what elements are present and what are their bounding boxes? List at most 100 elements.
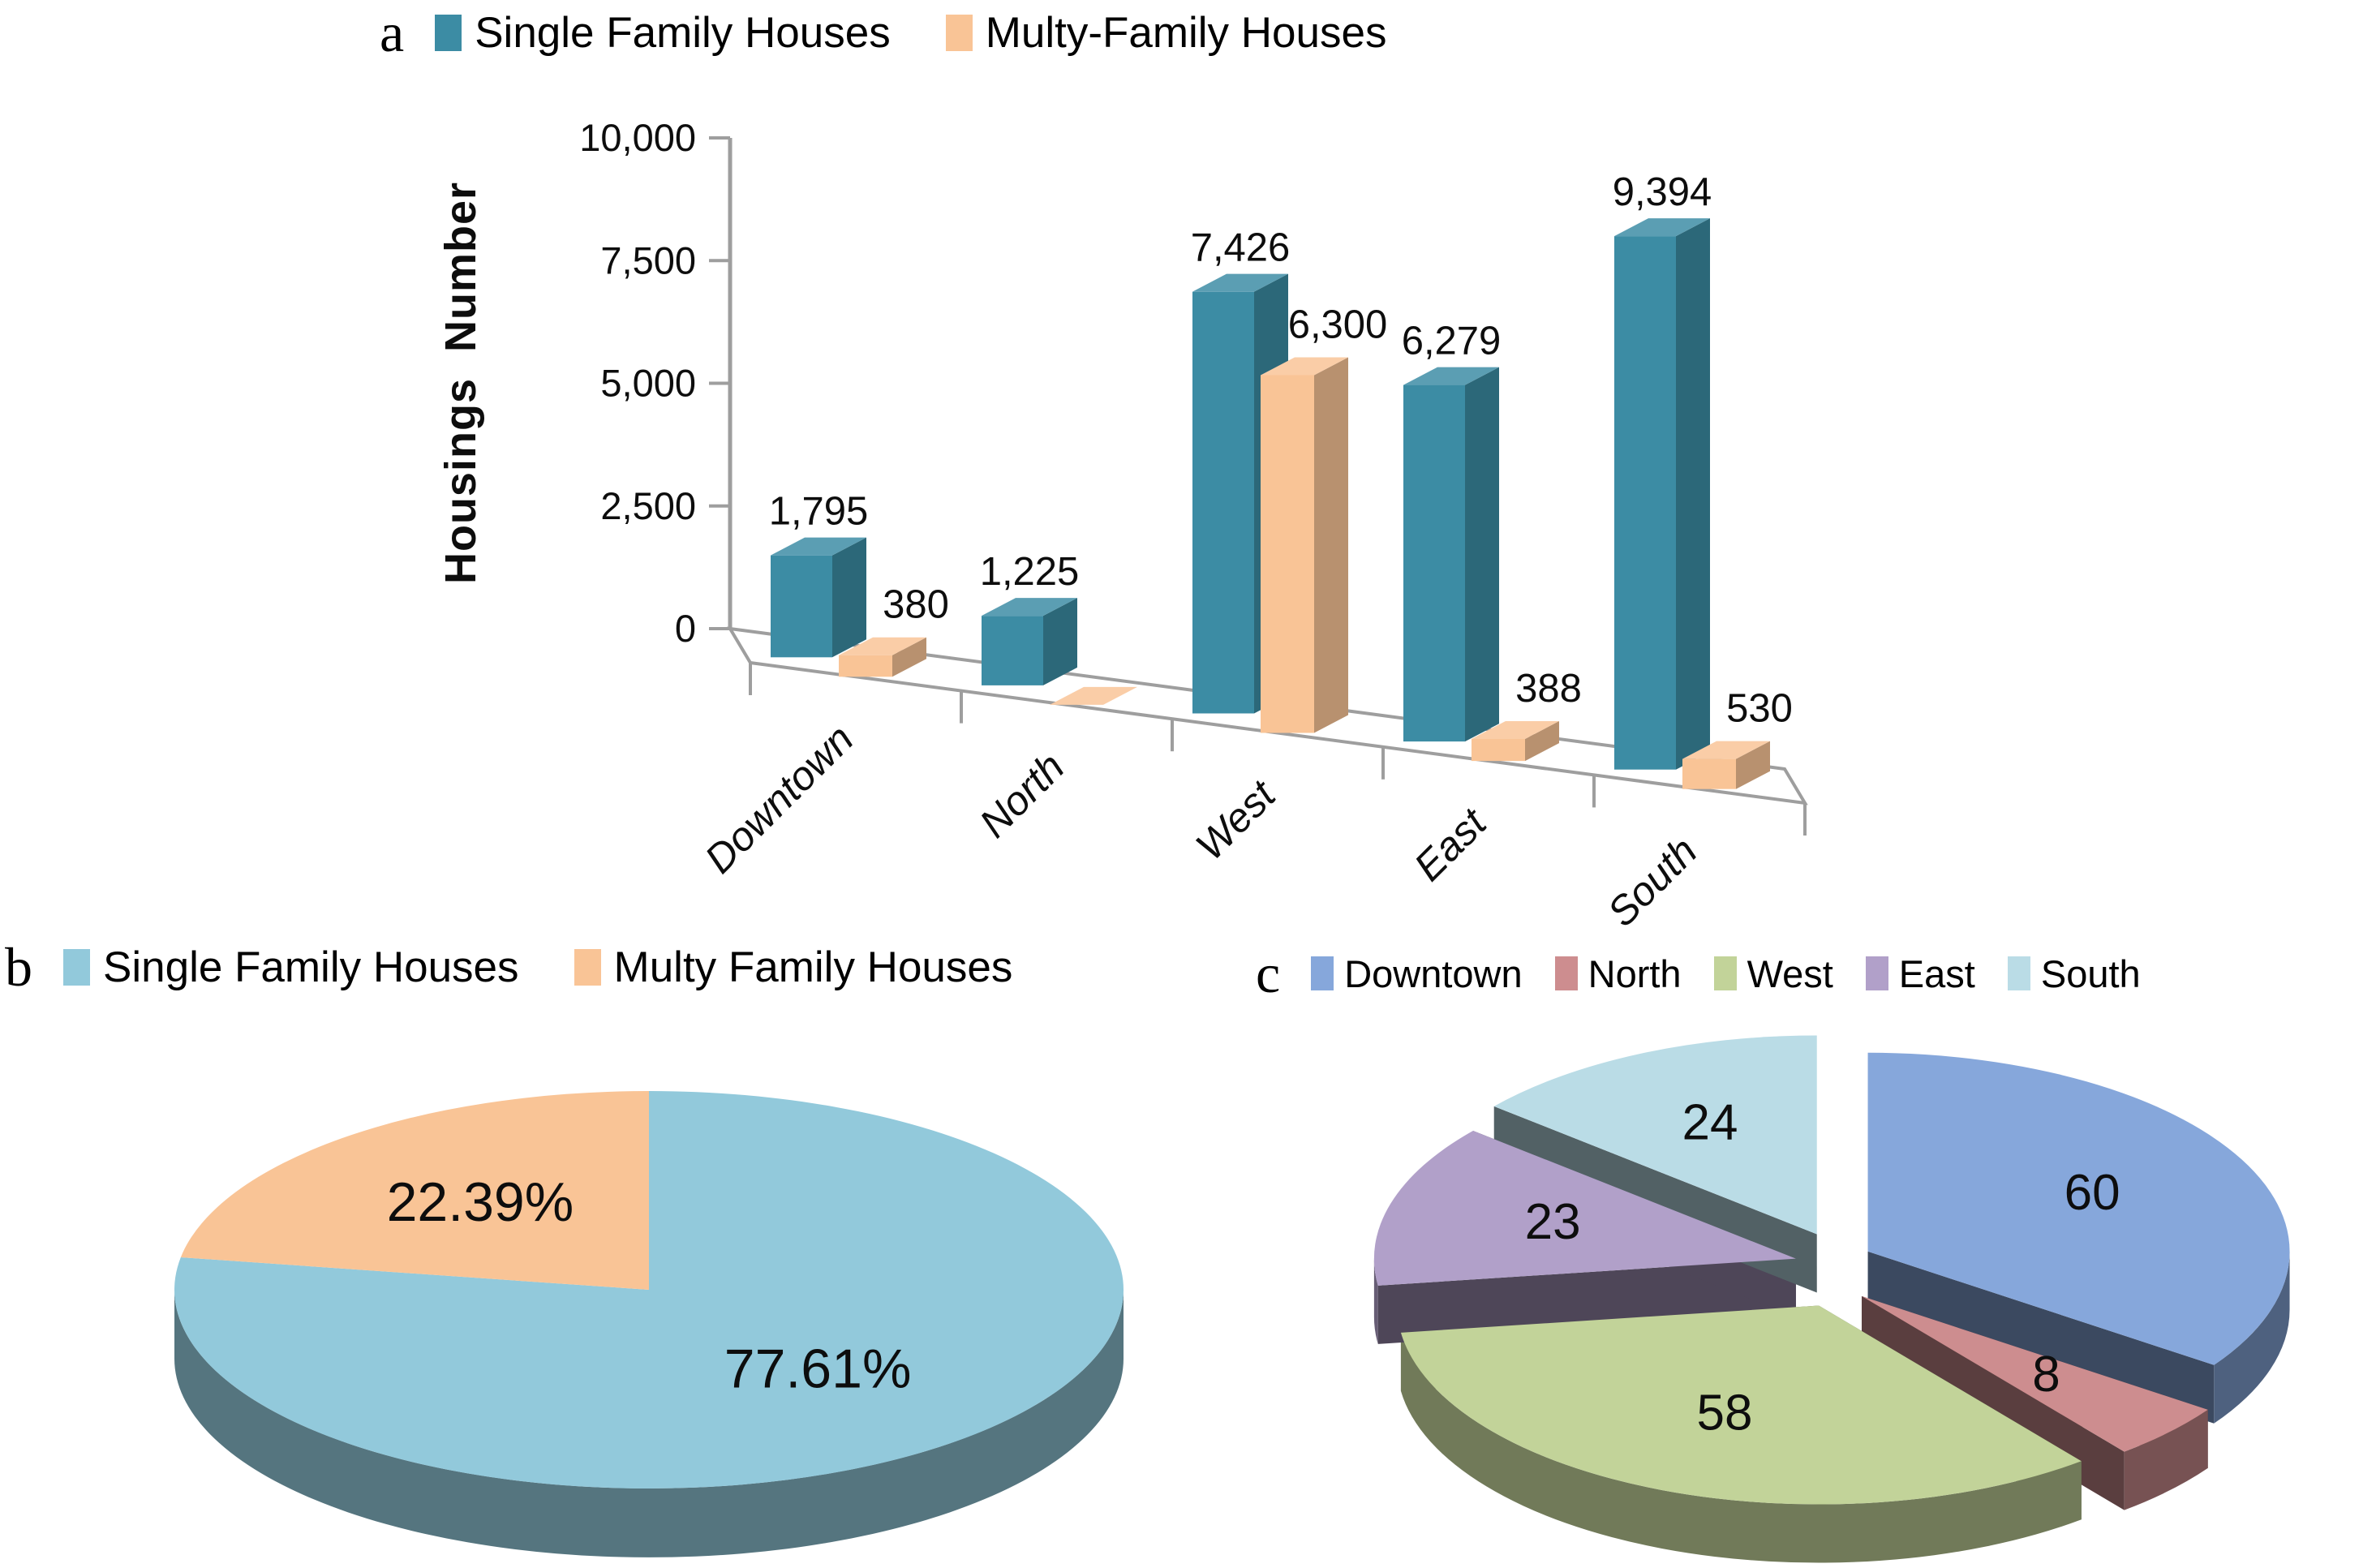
bar-chart-3d-svg: 0 2,500 5,000 7,500 10,000 Housings Number Dow… <box>436 116 1808 933</box>
category-label-south: South <box>1599 828 1706 933</box>
bar-single-family-houses-north-top <box>982 598 1077 616</box>
value-label-multy-family-houses-east: 388 <box>1515 667 1582 711</box>
legend-b: b Single Family Houses Multy Family House… <box>5 939 1012 994</box>
legend-item-east: East <box>1865 952 1975 996</box>
y-axis-tick-label: 10,000 <box>579 116 696 159</box>
value-label-single-family-houses-west: 7,426 <box>1191 226 1291 270</box>
bar-single-family-houses-west-top <box>1192 273 1288 292</box>
pie-slice-rim-west <box>1400 1332 2082 1563</box>
category-label-north: North <box>971 744 1073 846</box>
legend-item-downtown: Downtown <box>1311 952 1523 996</box>
pie-slice-rim-downtown <box>2214 1251 2290 1424</box>
y-axis-tick-label: 7,500 <box>600 238 696 281</box>
bar-single-family-houses-north-front <box>982 616 1043 685</box>
bar-multy-family-houses-east-top <box>1472 720 1559 739</box>
pie-slice-rim-single-family-houses <box>174 1290 1124 1557</box>
legend-swatch-downtown <box>1311 956 1334 990</box>
legend-c-items: Downtown North West East South <box>1311 952 2172 996</box>
bar-multy-family-houses-west-top <box>1261 357 1348 376</box>
value-label-single-family-houses-downtown: 1,795 <box>769 490 869 534</box>
pie-value-label-east: 23 <box>1525 1194 1581 1250</box>
legend-label: North <box>1588 952 1682 995</box>
bar-multy-family-houses-west-side <box>1314 357 1348 733</box>
legend-item-multy-family-houses: Multy Family Houses <box>574 943 1012 992</box>
legend-item-single-family-houses: Single Family Houses <box>435 8 891 58</box>
bar-single-family-houses-downtown-top <box>771 537 866 556</box>
panel-letter-b: b <box>5 936 32 998</box>
pie-slice-south <box>1493 1035 1817 1235</box>
pie-slice-single-family-houses <box>174 1091 1124 1489</box>
bar-multy-family-houses-south-side <box>1736 741 1770 789</box>
pie-value-label-multy-family-houses: 22.39% <box>387 1171 574 1233</box>
pie-slice-east <box>1373 1130 1796 1286</box>
legend-label: East <box>1898 952 1975 995</box>
legend-a: a Single Family Houses Multy-Family House… <box>380 5 1387 60</box>
bar-multy-family-houses-west-front <box>1261 375 1314 733</box>
bar-multy-family-houses-downtown-side <box>892 637 926 677</box>
pie-slice-wall-downtown <box>1867 1251 2215 1424</box>
category-label-east: East <box>1405 799 1496 890</box>
category-label-west: West <box>1187 771 1285 869</box>
bar-single-family-houses-east-front <box>1403 384 1465 742</box>
value-label-single-family-houses-east: 6,279 <box>1402 320 1502 363</box>
legend-c: c Downtown North West East South <box>1256 946 2173 1001</box>
bar-multy-family-houses-south-top <box>1682 741 1770 759</box>
legend-item-single-family-houses: Single Family Houses <box>63 943 519 992</box>
pie-chart-b-svg: 77.61% 22.39% <box>174 1091 1124 1557</box>
legend-swatch-east <box>1865 956 1888 990</box>
legend-swatch-multy-family-houses <box>574 948 601 986</box>
legend-swatch-south <box>2007 956 2030 990</box>
pie-value-label-downtown: 60 <box>2064 1165 2120 1221</box>
pie-slice-downtown <box>1867 1052 2290 1365</box>
value-label-multy-family-houses-downtown: 380 <box>883 583 949 627</box>
pie-value-label-south: 24 <box>1682 1095 1738 1151</box>
legend-label: West <box>1747 952 1833 995</box>
legend-item-west: West <box>1713 952 1833 996</box>
value-label-single-family-houses-south: 9,394 <box>1613 170 1712 214</box>
bar-single-family-houses-south-front <box>1614 236 1676 770</box>
value-label-multy-family-houses-south: 530 <box>1726 687 1793 731</box>
pie-slice-rim-north <box>2124 1409 2208 1510</box>
bar-multy-family-houses-downtown-front <box>839 655 892 677</box>
y-axis-tick-label: 2,500 <box>600 484 696 527</box>
legend-item-north: North <box>1554 952 1682 996</box>
y-axis-title: Housings Number <box>436 182 485 584</box>
bar-multy-family-houses-south-front <box>1682 758 1736 789</box>
panel-letter-c: c <box>1256 943 1281 1004</box>
bar-single-family-houses-west-front <box>1192 291 1254 714</box>
bar-single-family-houses-downtown-side <box>832 537 866 658</box>
legend-label: Downtown <box>1344 952 1523 995</box>
pie-slice-multy-family-houses <box>180 1091 649 1290</box>
legend-label: Single Family Houses <box>103 943 519 991</box>
legend-item-multy-family-houses: Multy-Family Houses <box>945 8 1387 58</box>
bar-multy-family-houses-downtown-top <box>839 637 926 655</box>
bar-multy-family-houses-east-side <box>1525 720 1559 762</box>
legend-swatch-single-family-houses <box>435 14 462 51</box>
legend-swatch-multy-family-houses <box>945 14 973 51</box>
legend-b-items: Single Family Houses Multy Family Houses <box>63 943 1012 992</box>
bar-single-family-houses-east-side <box>1465 367 1499 742</box>
bar-multy-family-houses-north-top <box>1050 686 1137 705</box>
pie-slice-rim-east <box>1373 1258 1378 1344</box>
pie-chart-c-svg: 60 8 58 23 24 <box>1373 1035 2290 1563</box>
bar-single-family-houses-south-side <box>1676 218 1710 770</box>
y-axis-tick-label: 0 <box>675 607 696 650</box>
value-label-multy-family-houses-west: 6,300 <box>1288 303 1388 347</box>
bar-single-family-houses-south-top <box>1614 218 1710 237</box>
legend-label: Single Family Houses <box>475 8 891 57</box>
pie-slice-west <box>1400 1305 2082 1505</box>
legend-a-items: Single Family Houses Multy-Family Houses <box>435 8 1387 58</box>
bar-single-family-houses-downtown-front <box>771 555 832 658</box>
panel-letter-a: a <box>380 2 405 63</box>
legend-item-south: South <box>2007 952 2141 996</box>
pie-value-label-single-family-houses: 77.61% <box>724 1338 912 1400</box>
bar-single-family-houses-east-top <box>1403 367 1499 385</box>
legend-label: Multy-Family Houses <box>985 8 1387 57</box>
legend-swatch-west <box>1713 956 1737 990</box>
category-label-downtown: Downtown <box>696 715 862 882</box>
legend-swatch-north <box>1554 956 1578 990</box>
pie-value-label-north: 8 <box>2032 1347 2060 1403</box>
value-label-single-family-houses-north: 1,225 <box>980 550 1080 594</box>
legend-label: South <box>2040 952 2141 995</box>
